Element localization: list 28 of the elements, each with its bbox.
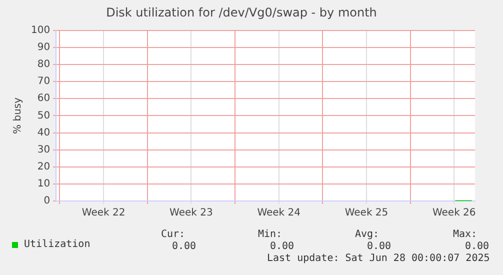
x-tick-label: Week 22 bbox=[82, 208, 126, 219]
y-tick-label: 70 bbox=[37, 76, 50, 88]
y-tick-label: 100 bbox=[30, 24, 50, 36]
x-tick-label: Week 25 bbox=[344, 208, 388, 219]
text: 0.00 bbox=[172, 241, 196, 252]
text: Last update: Sat Jun 28 00:00:07 2025 bbox=[267, 253, 490, 264]
y-tick-label: 40 bbox=[37, 127, 50, 138]
y-tick-label: 90 bbox=[37, 42, 50, 54]
text: 0.00 bbox=[465, 241, 490, 252]
y-tick-label: 10 bbox=[37, 178, 50, 190]
y-tick-label: 80 bbox=[37, 59, 50, 70]
legend-label: Utilization bbox=[24, 239, 90, 250]
x-tick-label: Week 23 bbox=[170, 208, 213, 219]
text: Max: bbox=[453, 229, 478, 240]
y-axis-title: % busy bbox=[12, 97, 24, 134]
y-tick-label: 60 bbox=[37, 93, 50, 104]
x-tick-label: Week 24 bbox=[257, 208, 301, 219]
text: Avg: bbox=[355, 229, 380, 240]
text: Cur: bbox=[161, 229, 186, 240]
text: Min: bbox=[258, 229, 282, 240]
y-tick-label: 30 bbox=[37, 144, 50, 156]
text: 0.00 bbox=[367, 241, 392, 252]
y-tick-label: 50 bbox=[37, 110, 50, 122]
text: 0.00 bbox=[270, 241, 294, 252]
y-tick-label: 20 bbox=[37, 161, 50, 172]
x-tick-label: Week 26 bbox=[432, 208, 476, 219]
chart-title: Disk utilization for /dev/Vg0/swap - by month bbox=[106, 5, 377, 20]
y-tick-label: 0 bbox=[44, 196, 50, 207]
